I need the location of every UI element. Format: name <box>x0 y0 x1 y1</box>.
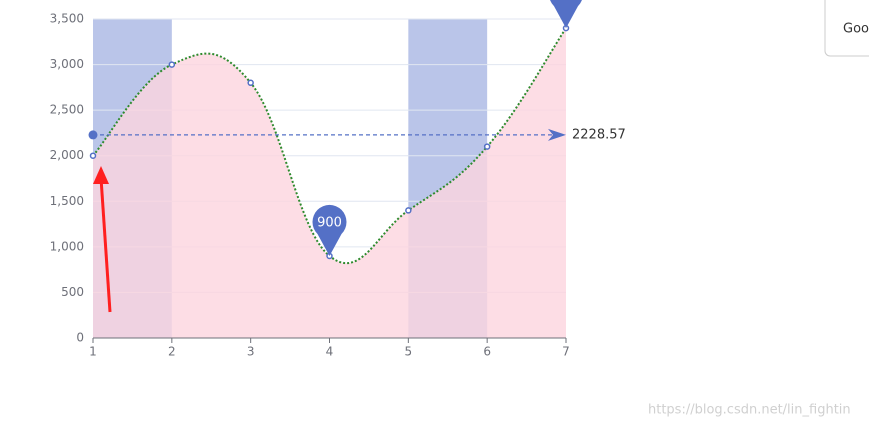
extension-button[interactable] <box>824 0 869 57</box>
x-tick-label: 2 <box>168 345 176 359</box>
point <box>168 61 176 68</box>
point <box>483 143 491 150</box>
y-tick-label: 0 <box>76 331 84 345</box>
point <box>247 79 254 87</box>
extension-button-text[interactable]: Goo <box>843 22 869 37</box>
point <box>405 207 412 214</box>
annotation-arrow <box>99 177 112 313</box>
x-tick-label: 1 <box>89 345 97 359</box>
mark-line-arrow <box>548 128 566 141</box>
mark-point-label: 3400 <box>549 0 582 3</box>
mark-line-label: 2228.57 <box>572 127 626 142</box>
mark-point <box>550 0 582 29</box>
x-tick-label: 5 <box>405 345 413 359</box>
annotation-arrow-head <box>93 166 109 184</box>
x-tick-label: 6 <box>483 345 491 359</box>
area <box>93 28 566 338</box>
mark-point-label: 900 <box>317 215 342 230</box>
mark-point <box>312 204 347 256</box>
y-tick-label: 2,500 <box>50 103 84 117</box>
y-tick-label: 2,000 <box>50 148 84 162</box>
point <box>89 152 97 159</box>
x-tick-label: 3 <box>247 345 255 359</box>
watermark: https://blog.csdn.net/lin_fightin <box>648 403 851 418</box>
x-tick-label: 4 <box>326 345 334 359</box>
y-tick-label: 1,000 <box>50 239 84 253</box>
y-tick-label: 1,500 <box>50 194 84 208</box>
plot: 0 500 1,000 1,500 2,000 2,500 3,000 3,500 1 2 3 4 5 6… <box>50 0 626 359</box>
x-tick-label: 7 <box>562 345 570 359</box>
mark-line-start <box>88 130 98 140</box>
y-tick-label: 500 <box>61 285 84 299</box>
y-tick-label: 3,000 <box>50 57 84 71</box>
y-tick-label: 3,500 <box>50 12 84 26</box>
